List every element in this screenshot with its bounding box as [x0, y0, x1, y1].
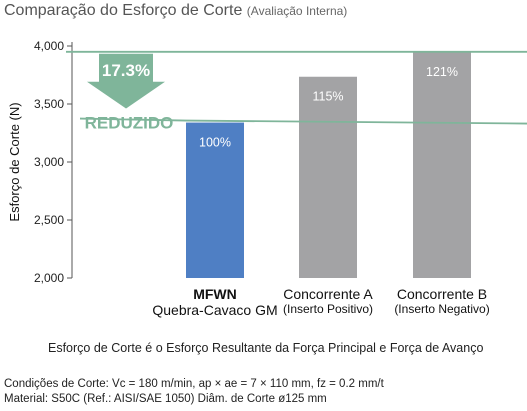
category-name: Concorrente B	[396, 286, 488, 302]
category-subtitle: Quebra-Cavaco GM	[152, 302, 278, 318]
y-axis-label: Esforço de Corte (N)	[7, 102, 22, 221]
bar	[299, 76, 357, 279]
reduction-label: REDUZIDO	[85, 114, 174, 133]
bar	[186, 122, 244, 278]
data-label: 100%	[199, 136, 231, 150]
category-label: MFWN Quebra-Cavaco GM	[145, 286, 285, 318]
category-name: Concorrente A	[283, 286, 373, 302]
category-subtitle: (Inserto Positivo)	[282, 302, 374, 316]
data-label: 115%	[312, 90, 343, 104]
y-tick-label: 2,500	[34, 213, 64, 227]
y-tick-label: 3,500	[34, 97, 64, 111]
chart-title: Comparação do Esforço de Corte (Avaliaçã…	[4, 2, 347, 20]
y-tick-label: 4,000	[34, 39, 64, 53]
y-tick-label: 2,000	[34, 271, 64, 285]
data-label: 121%	[426, 65, 458, 79]
reduction-arrow	[87, 53, 165, 109]
bar-chart: 2,000 2,500 3,000 3,500 4,000 Esforço de Cort…	[7, 39, 527, 285]
y-tick-label: 3,000	[34, 155, 64, 169]
material-info: Material: S50C (Ref.: AISI/SAE 1050) Diâ…	[4, 393, 327, 405]
title-subtitle: (Avaliação Interna)	[246, 4, 348, 18]
category-name: MFWN	[193, 286, 237, 302]
reference-line-mfwn	[79, 117, 527, 125]
category-label: Concorrente B (Inserto Negativo)	[372, 286, 512, 316]
title-main: Comparação do Esforço de Corte	[4, 2, 243, 19]
category-label: Concorrente A (Inserto Positivo)	[258, 286, 398, 316]
bar	[413, 51, 471, 278]
reduction-value: 17.3%	[102, 61, 150, 80]
cutting-conditions: Condições de Corte: Vc = 180 m/min, ap ×…	[4, 378, 384, 390]
chart-footnote: Esforço de Corte é o Esforço Resultante …	[48, 341, 484, 355]
category-subtitle: (Inserto Negativo)	[394, 302, 490, 316]
